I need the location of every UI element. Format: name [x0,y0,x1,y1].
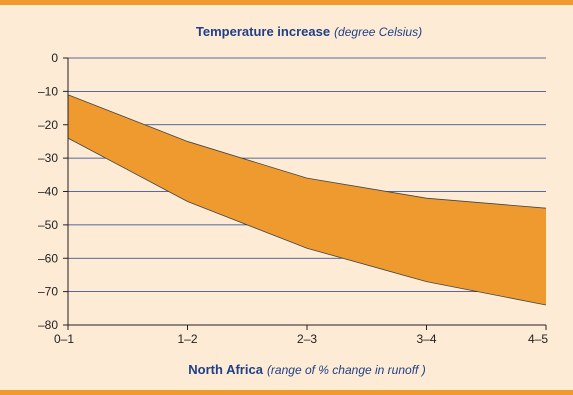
y-tick-labels: 0 –10 –20 –30 –40 –50 –60 –70 –80 [38,51,58,332]
x-tick-label: 4–5 [528,332,548,346]
y-tick-label: –10 [38,84,58,98]
x-tick-label: 2–3 [297,332,317,346]
lower-bound-line [67,137,547,306]
range-band-fill [68,94,546,305]
chart-title-main: Temperature increase [196,24,330,39]
y-tick-label: –30 [38,151,58,165]
runoff-range-chart: Temperature increase (degree Celsius) 0–1… [38,24,548,377]
y-tick-label: –40 [38,185,58,199]
y-tick-label: –20 [38,118,58,132]
x-tick-label: 0–1 [54,332,74,346]
x-axis-label-sub: (range of % change in runoff ) [267,363,426,377]
upper-bound-line [67,94,547,209]
y-tick-label: –80 [38,318,58,332]
axes [63,57,547,330]
x-axis-label-main: North Africa [188,362,263,377]
x-tick-label: 3–4 [416,332,436,346]
x-tick-labels: 0–1 1–2 2–3 3–4 4–5 [54,332,548,346]
x-axis-label: North Africa (range of % change in runoff… [188,362,425,377]
y-tick-label: –60 [38,251,58,265]
x-tick-label: 1–2 [177,332,197,346]
chart-title: Temperature increase (degree Celsius) [196,24,422,39]
y-tick-label: –50 [38,218,58,232]
y-tick-label: –70 [38,285,58,299]
runoff-band [67,94,547,306]
chart-title-sub: (degree Celsius) [334,25,422,39]
y-tick-label: 0 [51,51,58,65]
